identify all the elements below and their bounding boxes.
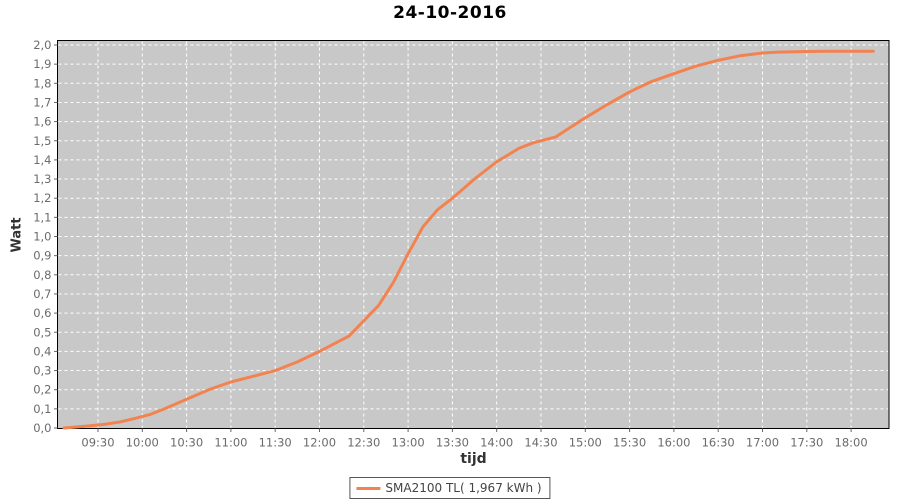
y-tick-label: 1,9 — [33, 57, 51, 71]
x-tick-label: 17:30 — [790, 436, 823, 450]
y-tick-label: 0,4 — [33, 344, 51, 358]
legend: SMA2100 TL( 1,967 kWh ) — [349, 477, 551, 499]
x-tick-label: 16:00 — [657, 436, 690, 450]
x-tick-label: 10:30 — [170, 436, 203, 450]
x-tick-label: 10:00 — [126, 436, 159, 450]
y-tick-label: 0,5 — [33, 325, 51, 339]
y-tick-label: 1,5 — [33, 134, 51, 148]
x-tick-label: 09:30 — [81, 436, 114, 450]
x-tick-label: 12:30 — [347, 436, 380, 450]
chart-title: 24-10-2016 — [393, 3, 507, 23]
series-line — [62, 49, 875, 430]
y-tick-label: 1,3 — [33, 172, 51, 186]
x-axis-label: tijd — [460, 451, 487, 467]
y-tick-label: 1,6 — [33, 115, 51, 129]
y-tick-label: 0,3 — [33, 364, 51, 378]
legend-line-swatch — [356, 486, 381, 490]
y-tick-label: 2,0 — [33, 38, 51, 52]
plot-area: 0,0 0,1 0,2 0,3 0,4 0,5 0,6 0,7 0,8 0,9 1,0 1,1 1,2 1… — [33, 38, 890, 450]
y-tick-label: 1,2 — [33, 191, 51, 205]
x-tick-label: 11:00 — [214, 436, 247, 450]
x-tick-label: 18:00 — [835, 436, 868, 450]
y-tick-label: 0,0 — [33, 421, 51, 435]
y-tick-label: 0,1 — [33, 402, 51, 416]
x-tick-label: 17:00 — [746, 436, 779, 450]
x-tick-label: 16:30 — [702, 436, 735, 450]
y-tick-label: 1,0 — [33, 230, 51, 244]
legend-label: SMA2100 TL( 1,967 kWh ) — [385, 481, 542, 495]
x-tick-label: 15:00 — [569, 436, 602, 450]
plot-background — [57, 40, 890, 429]
y-tick-label: 0,7 — [33, 287, 51, 301]
y-tick-label: 1,4 — [33, 153, 51, 167]
y-tick-label: 1,1 — [33, 210, 51, 224]
x-tick-label: 11:30 — [259, 436, 292, 450]
y-tick-label: 0,9 — [33, 249, 51, 263]
y-tick-label: 0,8 — [33, 268, 51, 282]
x-tick-label: 14:00 — [480, 436, 513, 450]
x-tick-label: 14:30 — [524, 436, 557, 450]
x-tick-label: 13:00 — [392, 436, 425, 450]
x-tick-label: 15:30 — [613, 436, 646, 450]
x-tick-label: 12:00 — [303, 436, 336, 450]
y-tick-label: 0,6 — [33, 306, 51, 320]
y-tick-label: 1,7 — [33, 95, 51, 109]
y-tick-label: 0,2 — [33, 383, 51, 397]
y-tick-label: 1,8 — [33, 76, 51, 90]
x-tick-label: 13:30 — [436, 436, 469, 450]
